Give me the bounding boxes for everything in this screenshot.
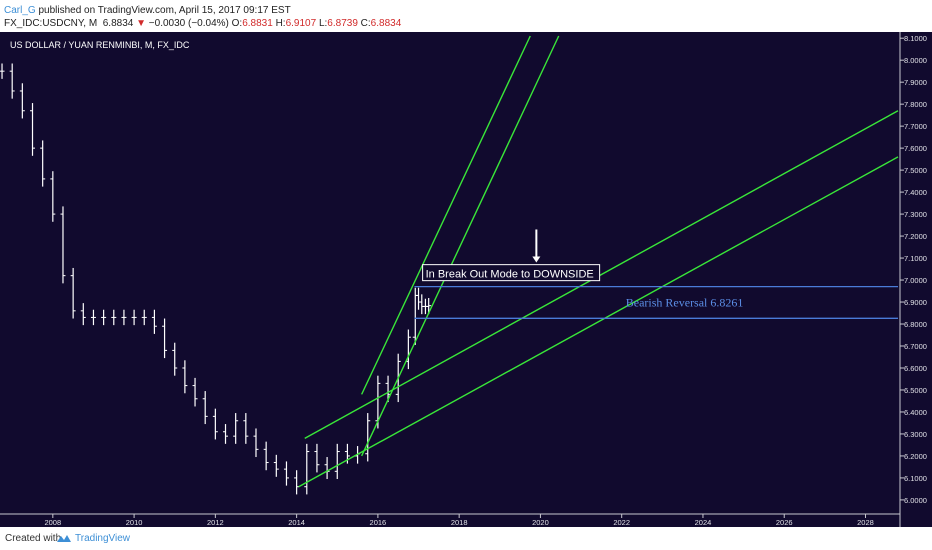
x-tick-label: 2008 — [44, 518, 61, 527]
x-tick-label: 2022 — [613, 518, 630, 527]
x-tick-label: 2016 — [370, 518, 387, 527]
chart-title: US DOLLAR / YUAN RENMINBI, M, FX_IDC — [10, 40, 190, 50]
close-label: C: — [360, 18, 371, 29]
created-with-text: Created with — [5, 533, 62, 544]
y-tick-label: 7.1000 — [904, 254, 927, 263]
x-tick-label: 2026 — [776, 518, 793, 527]
low-value: 6.8739 — [327, 18, 358, 29]
channel-line-mid — [298, 156, 899, 488]
y-tick-label: 8.0000 — [904, 56, 927, 65]
high-value: 6.9107 — [285, 18, 317, 29]
trend-channels — [298, 35, 899, 488]
close-value: 6.8834 — [370, 18, 402, 29]
price-chart[interactable]: US DOLLAR / YUAN RENMINBI, M, FX_IDC In … — [0, 32, 932, 527]
x-tick-label: 2024 — [695, 518, 712, 527]
down-arrow-head-icon — [532, 256, 541, 263]
x-tick-label: 2020 — [532, 518, 549, 527]
y-tick-label: 6.4000 — [904, 408, 927, 417]
y-tick-label: 7.3000 — [904, 210, 927, 219]
annotations: In Break Out Mode to DOWNSIDE Bearish Rev… — [422, 229, 744, 309]
y-tick-label: 7.9000 — [904, 78, 927, 87]
y-tick-label: 7.2000 — [904, 232, 927, 241]
author-link[interactable]: Carl_G — [4, 5, 36, 16]
x-tick-label: 2014 — [288, 518, 305, 527]
price-change: −0.0030 (−0.04%) — [148, 18, 229, 29]
open-label: O: — [231, 18, 243, 29]
publish-line: Carl_G published on TradingView.com, Apr… — [4, 5, 291, 17]
x-tick-label: 2028 — [857, 518, 874, 527]
price-bars — [0, 63, 432, 495]
chart-header: Carl_G published on TradingView.com, Apr… — [0, 0, 932, 32]
y-tick-label: 7.4000 — [904, 188, 927, 197]
time-axis[interactable]: 2008 2010 2012 2014 2016 2018 2020 2022 2024 2026… — [0, 513, 900, 527]
channel-line-steep — [361, 35, 560, 457]
x-tick-label: 2010 — [126, 518, 143, 527]
y-tick-label: 7.7000 — [904, 122, 927, 131]
footer: Created with TradingView — [0, 527, 932, 550]
published-text: published on TradingView.com, April 15, … — [38, 5, 291, 16]
horizontal-levels — [414, 285, 898, 319]
symbol-label: FX_IDC:USDCNY, M — [4, 18, 98, 29]
y-tick-label: 6.0000 — [904, 496, 927, 505]
y-tick-label: 7.6000 — [904, 144, 927, 153]
down-arrow-icon: ▼ — [136, 18, 147, 29]
tradingview-brand-link[interactable]: TradingView — [75, 533, 131, 544]
y-tick-label: 6.8000 — [904, 320, 927, 329]
channel-line-mid — [304, 110, 899, 439]
x-tick-label: 2018 — [451, 518, 468, 527]
y-tick-label: 6.7000 — [904, 342, 927, 351]
open-value: 6.8831 — [242, 18, 273, 29]
y-tick-label: 7.5000 — [904, 166, 927, 175]
y-tick-label: 6.6000 — [904, 364, 927, 373]
quote-line: FX_IDC:USDCNY, M 6.8834 ▼ −0.0030 (−0.04… — [4, 18, 401, 30]
y-tick-label: 7.0000 — [904, 276, 927, 285]
y-tick-label: 6.9000 — [904, 298, 927, 307]
channel-line-steep — [361, 35, 531, 395]
low-label: L: — [318, 18, 328, 29]
high-label: H: — [275, 18, 286, 29]
y-tick-label: 8.1000 — [904, 34, 927, 43]
price-axis[interactable]: 8.1000 8.0000 7.9000 7.8000 7.7000 7.6000 7.50… — [899, 32, 927, 527]
tradingview-logo-icon — [57, 535, 71, 542]
y-tick-label: 6.3000 — [904, 430, 927, 439]
x-tick-label: 2012 — [207, 518, 224, 527]
y-tick-label: 6.2000 — [904, 452, 927, 461]
y-tick-label: 6.1000 — [904, 474, 927, 483]
y-tick-label: 7.8000 — [904, 100, 927, 109]
annotation-box — [422, 264, 601, 282]
breakout-annotation: In Break Out Mode to DOWNSIDE — [426, 269, 594, 281]
y-tick-label: 6.5000 — [904, 386, 927, 395]
last-price: 6.8834 — [102, 18, 134, 29]
bearish-reversal-annotation: Bearish Reversal 6.8261 — [626, 295, 744, 309]
